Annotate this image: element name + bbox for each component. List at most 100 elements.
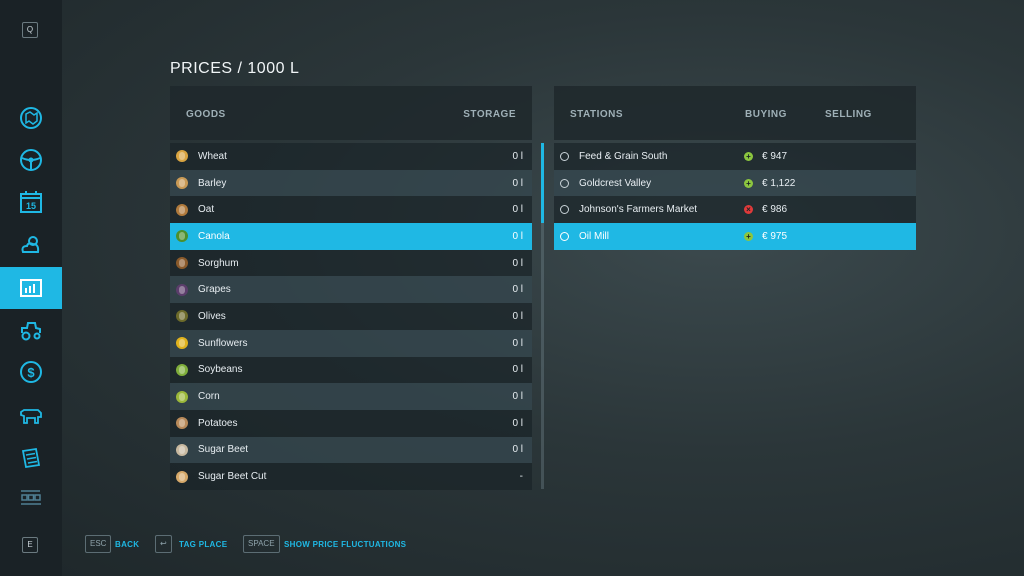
station-name: Johnson's Farmers Market <box>579 204 698 216</box>
nav-calendar[interactable]: 15 <box>0 181 62 223</box>
goods-storage: 0 l <box>512 391 523 403</box>
nav-weather[interactable] <box>0 223 62 265</box>
goods-list: Wheat 0 l Barley 0 l Oat 0 l Canola 0 l Sorghum 0… <box>170 143 532 490</box>
nav-vehicle-control[interactable] <box>0 139 62 181</box>
next-page-key[interactable]: E <box>22 537 38 553</box>
stations-column-header[interactable]: STATIONS <box>570 109 624 120</box>
goods-row[interactable]: Corn 0 l <box>170 383 532 410</box>
goods-row[interactable]: Grapes 0 l <box>170 276 532 304</box>
goods-row[interactable]: Olives 0 l <box>170 303 532 330</box>
crop-icon <box>176 390 188 403</box>
goods-storage: 0 l <box>512 310 523 322</box>
goods-row[interactable]: Sugar Beet Cut - <box>170 463 532 490</box>
page-title: PRICES / 1000 L <box>170 60 300 77</box>
goods-row[interactable]: Oat 0 l <box>170 196 532 224</box>
animals-icon <box>20 409 42 424</box>
goods-name: Sugar Beet <box>198 444 249 456</box>
svg-text:$: $ <box>27 365 35 380</box>
buying-price: € 986 <box>762 204 788 216</box>
crop-icon <box>176 470 188 483</box>
buying-price: € 947 <box>762 150 788 162</box>
crop-icon <box>176 230 188 243</box>
goods-row[interactable]: Canola 0 l <box>170 223 532 250</box>
goods-row[interactable]: Sunflowers 0 l <box>170 329 532 357</box>
goods-column-header[interactable]: GOODS <box>186 109 226 120</box>
goods-row[interactable]: Sorghum 0 l <box>170 249 532 277</box>
nav-animals[interactable] <box>0 394 62 436</box>
price-up-icon: + <box>744 151 753 161</box>
weather-icon <box>21 236 40 253</box>
crop-icon <box>176 310 188 323</box>
goods-storage: 0 l <box>512 364 523 376</box>
goods-storage: 0 l <box>512 230 523 242</box>
nav-finances[interactable]: $ <box>0 351 62 393</box>
crop-icon <box>176 337 188 350</box>
goods-storage: 0 l <box>512 204 523 216</box>
station-name: Oil Mill <box>579 230 609 242</box>
goods-name: Potatoes <box>198 417 238 429</box>
esc-key-hint[interactable]: ESC <box>85 535 112 553</box>
goods-name: Grapes <box>198 284 231 296</box>
goods-row[interactable]: Wheat 0 l <box>170 143 532 170</box>
nav-contracts[interactable] <box>0 437 62 479</box>
station-name: Goldcrest Valley <box>579 177 652 189</box>
production-icon <box>21 490 41 505</box>
goods-name: Canola <box>198 230 230 242</box>
goods-row[interactable]: Barley 0 l <box>170 169 532 197</box>
calendar-day: 15 <box>26 201 36 211</box>
crop-icon <box>176 203 188 216</box>
storage-column-header[interactable]: STORAGE <box>463 109 516 120</box>
goods-row[interactable]: Soybeans 0 l <box>170 356 532 384</box>
goods-storage: 0 l <box>512 417 523 429</box>
selling-column-header[interactable]: SELLING <box>825 109 872 120</box>
map-icon <box>20 107 42 129</box>
station-marker-icon <box>560 231 569 241</box>
nav-prices[interactable] <box>0 267 62 309</box>
price-up-icon: + <box>744 178 753 188</box>
goods-storage: 0 l <box>512 337 523 349</box>
vehicles-icon <box>21 322 41 341</box>
prev-page-key[interactable]: Q <box>22 22 38 38</box>
buying-price: € 975 <box>762 230 788 242</box>
goods-storage: 0 l <box>512 150 523 162</box>
crop-icon <box>176 177 188 190</box>
enter-key-hint[interactable]: ↩ <box>155 535 172 553</box>
nav-vehicles[interactable] <box>0 309 62 351</box>
station-marker-icon <box>560 178 569 188</box>
station-row[interactable]: Feed & Grain South + € 947 <box>554 143 916 170</box>
contracts-icon <box>21 447 41 469</box>
steering-wheel-icon <box>20 149 42 171</box>
goods-storage: 0 l <box>512 177 523 189</box>
goods-storage: 0 l <box>512 257 523 269</box>
goods-storage: - <box>519 471 523 483</box>
goods-row[interactable]: Potatoes 0 l <box>170 409 532 437</box>
stations-header: STATIONS BUYING SELLING <box>554 86 916 140</box>
left-sidebar: Q 15 <box>0 0 62 576</box>
tag-place-button[interactable]: TAG PLACE <box>179 540 228 549</box>
finances-icon: $ <box>20 361 42 383</box>
station-row[interactable]: Goldcrest Valley + € 1,122 <box>554 169 916 197</box>
goods-name: Soybeans <box>198 364 243 376</box>
goods-header: GOODS STORAGE <box>170 86 532 140</box>
station-name: Feed & Grain South <box>579 150 668 162</box>
goods-name: Barley <box>198 177 227 189</box>
nav-map[interactable] <box>0 97 62 139</box>
goods-name: Wheat <box>198 150 227 162</box>
buying-price: € 1,122 <box>762 177 796 189</box>
goods-storage: 0 l <box>512 284 523 296</box>
prices-icon <box>20 279 42 297</box>
station-row[interactable]: Johnson's Farmers Market × € 986 <box>554 196 916 224</box>
buying-column-header[interactable]: BUYING <box>745 109 787 120</box>
goods-name: Sorghum <box>198 257 239 269</box>
show-price-fluctuations-button[interactable]: SHOW PRICE FLUCTUATIONS <box>284 540 407 549</box>
back-button[interactable]: BACK <box>115 540 140 549</box>
crop-icon <box>176 257 188 270</box>
station-row[interactable]: Oil Mill + € 975 <box>554 223 916 250</box>
goods-scrollbar-thumb[interactable] <box>541 143 544 223</box>
price-up-icon: + <box>744 231 753 241</box>
goods-row[interactable]: Sugar Beet 0 l <box>170 436 532 464</box>
nav-production[interactable] <box>0 479 62 521</box>
space-key-hint[interactable]: SPACE <box>243 535 280 553</box>
crop-icon <box>176 283 188 296</box>
goods-scrollbar[interactable] <box>541 143 544 489</box>
